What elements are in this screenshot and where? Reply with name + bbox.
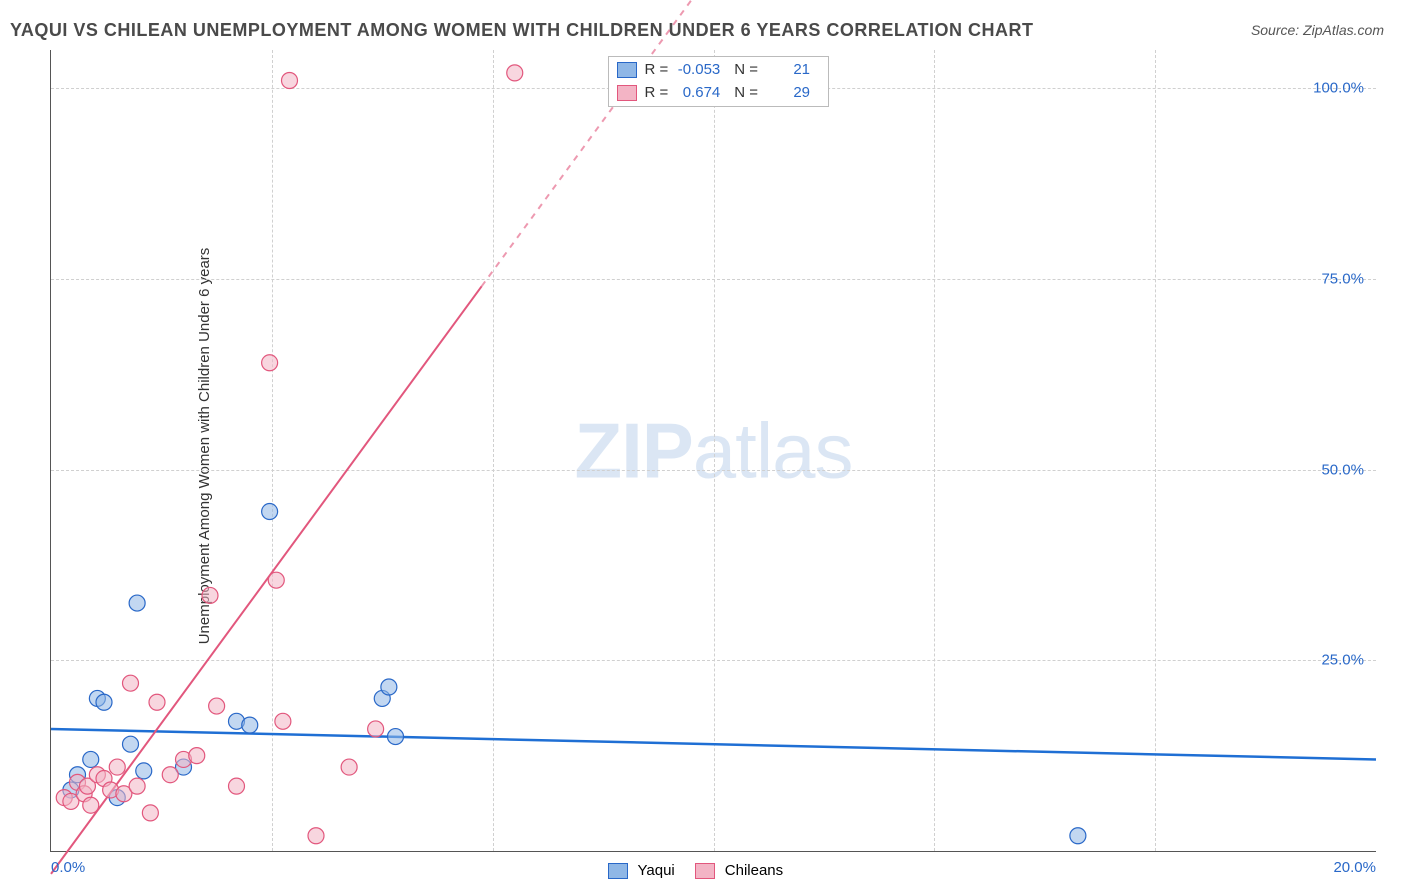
legend-r-label: R = (645, 82, 669, 105)
data-point (242, 717, 258, 733)
data-point (129, 778, 145, 794)
plot-area: ZIPatlas R = -0.053 N = 21 R = 0.674 N =… (50, 50, 1376, 852)
data-point (162, 767, 178, 783)
data-point (229, 778, 245, 794)
legend-r-label: R = (645, 59, 669, 82)
data-point (507, 65, 523, 81)
y-tick-label: 50.0% (1321, 461, 1364, 478)
y-tick-label: 75.0% (1321, 270, 1364, 287)
legend-n-value: 21 (764, 59, 810, 82)
source-attribution: Source: ZipAtlas.com (1251, 22, 1384, 38)
data-point (282, 73, 298, 89)
legend-r-value: 0.674 (674, 82, 720, 105)
data-point (341, 759, 357, 775)
series-legend: Yaqui Chileans (608, 862, 784, 879)
data-point (109, 759, 125, 775)
y-tick-label: 25.0% (1321, 652, 1364, 669)
data-point (142, 805, 158, 821)
correlation-legend: R = -0.053 N = 21 R = 0.674 N = 29 (608, 56, 830, 107)
data-point (262, 355, 278, 371)
chart-title: YAQUI VS CHILEAN UNEMPLOYMENT AMONG WOME… (10, 20, 1034, 41)
x-tick-label: 20.0% (1333, 859, 1376, 876)
scatter-chart (51, 50, 1376, 851)
data-point (275, 713, 291, 729)
legend-swatch-yaqui (608, 863, 628, 879)
legend-swatch-chileans (695, 863, 715, 879)
data-point (1070, 828, 1086, 844)
legend-swatch-yaqui (617, 62, 637, 78)
data-point (83, 797, 99, 813)
legend-row: R = -0.053 N = 21 (617, 59, 821, 82)
data-point (136, 763, 152, 779)
data-point (202, 587, 218, 603)
data-point (388, 729, 404, 745)
data-point (189, 748, 205, 764)
data-point (96, 694, 112, 710)
legend-item: Chileans (695, 862, 783, 879)
trend-line-dashed (482, 0, 1376, 286)
legend-label: Yaqui (638, 862, 675, 879)
legend-n-label: N = (734, 59, 758, 82)
data-point (149, 694, 165, 710)
y-tick-label: 100.0% (1313, 80, 1364, 97)
data-point (368, 721, 384, 737)
legend-r-value: -0.053 (674, 59, 720, 82)
data-point (123, 736, 139, 752)
data-point (381, 679, 397, 695)
data-point (129, 595, 145, 611)
x-tick-label: 0.0% (51, 859, 85, 876)
legend-swatch-chileans (617, 85, 637, 101)
data-point (262, 504, 278, 520)
data-point (209, 698, 225, 714)
data-point (308, 828, 324, 844)
legend-row: R = 0.674 N = 29 (617, 82, 821, 105)
data-point (268, 572, 284, 588)
data-point (123, 675, 139, 691)
legend-label: Chileans (725, 862, 783, 879)
data-point (83, 751, 99, 767)
legend-n-label: N = (734, 82, 758, 105)
legend-item: Yaqui (608, 862, 675, 879)
legend-n-value: 29 (764, 82, 810, 105)
